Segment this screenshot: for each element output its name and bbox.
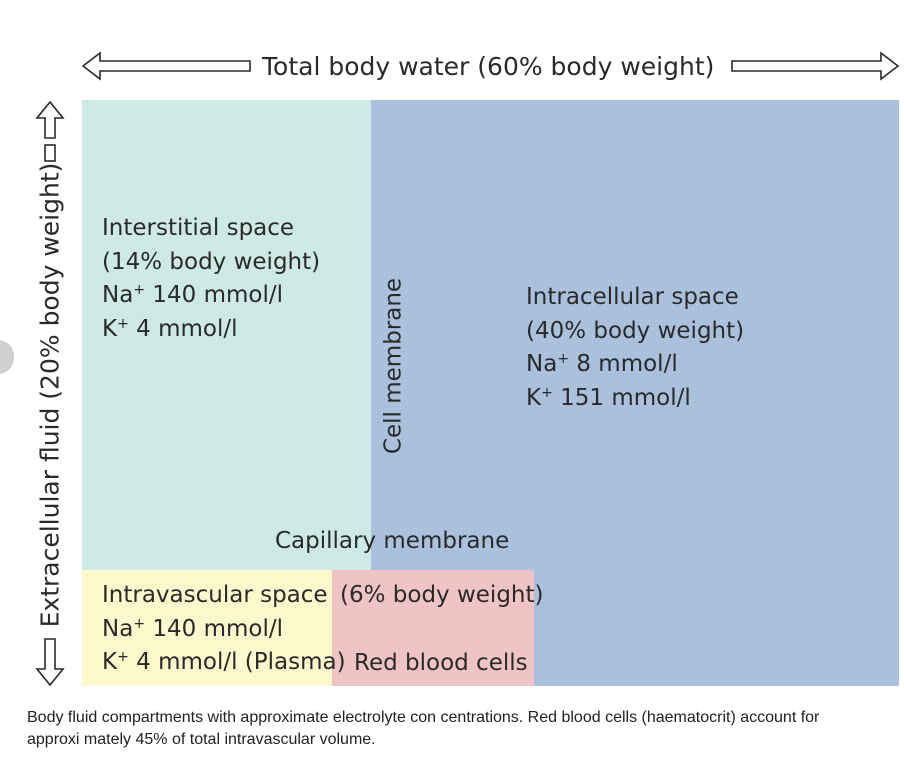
- side-bar-icon: [44, 144, 56, 162]
- interstitial-text: Interstitial space (14% body weight) Na+…: [102, 212, 320, 346]
- cell-membrane-label: Cell membrane: [380, 277, 407, 455]
- down-arrow-icon: [35, 638, 65, 687]
- interstitial-potassium: K+ 4 mmol/l: [102, 315, 238, 342]
- intracellular-weight: (40% body weight): [526, 317, 745, 344]
- intravascular-potassium: K+ 4 mmol/l (Plasma): [102, 649, 346, 675]
- intracellular-title: Intracellular space: [526, 284, 739, 310]
- intravascular-title: Intravascular space: [102, 582, 328, 608]
- total-body-water-label: Total body water (60% body weight): [262, 52, 715, 81]
- intracellular-potassium: K+ 151 mmol/l: [526, 384, 691, 411]
- red-blood-cells-title: Red blood cells: [354, 650, 528, 676]
- caption-line-1: Body fluid compartments with approximate…: [27, 709, 820, 726]
- capillary-membrane-label: Capillary membrane: [275, 528, 510, 554]
- left-arrow-icon: [81, 51, 251, 81]
- up-arrow-icon: [35, 100, 65, 139]
- side-tab[interactable]: [0, 340, 14, 374]
- interstitial-weight: (14% body weight): [102, 248, 321, 275]
- red-blood-cells-weight: (6% body weight): [340, 582, 544, 608]
- intracellular-sodium: Na+ 8 mmol/l: [526, 351, 678, 377]
- intravascular-text: Intravascular space Na+ 140 mmol/l K+ 4 …: [102, 579, 346, 680]
- interstitial-title: Interstitial space: [102, 215, 295, 241]
- intracellular-text: Intracellular space (40% body weight) Na…: [526, 281, 744, 415]
- extracellular-fluid-label: Extracellular fluid (20% body weight): [35, 162, 65, 628]
- intravascular-sodium: Na+ 140 mmol/l: [102, 615, 283, 642]
- figure-caption: Body fluid compartments with approximate…: [27, 707, 897, 751]
- caption-line-2: approxi mately 45% of total intravascula…: [27, 731, 376, 748]
- right-arrow-icon: [731, 51, 900, 81]
- interstitial-sodium: Na+ 140 mmol/l: [102, 282, 283, 308]
